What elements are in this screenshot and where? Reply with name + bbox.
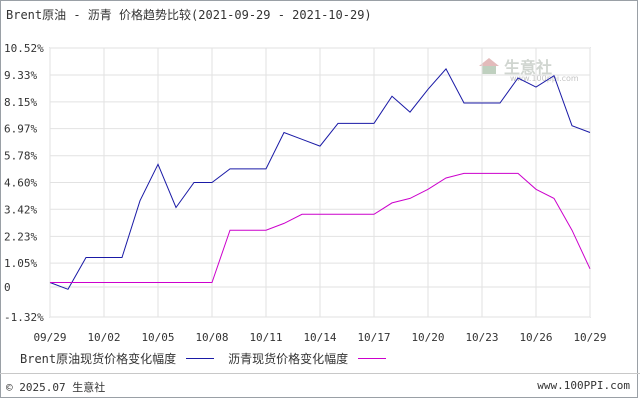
watermark-url: www.100ppi.com bbox=[510, 74, 579, 83]
x-tick-label: 10/02 bbox=[87, 331, 120, 344]
y-tick-label: 4.60% bbox=[4, 177, 37, 190]
y-tick-label: 10.52% bbox=[4, 42, 44, 55]
y-tick-label: 1.05% bbox=[4, 257, 37, 270]
x-tick-label: 10/11 bbox=[249, 331, 282, 344]
x-tick-label: 10/14 bbox=[303, 331, 336, 344]
y-tick-label: 9.33% bbox=[4, 69, 37, 82]
series-line-brent bbox=[49, 68, 591, 290]
x-tick-label: 10/17 bbox=[357, 331, 390, 344]
footer: © 2025.07 生意社 www.100PPI.com bbox=[6, 379, 630, 395]
footer-url: www.100PPI.com bbox=[537, 379, 630, 392]
y-tick-label: 8.15% bbox=[4, 96, 37, 109]
watermark-logo: 生意社 bbox=[478, 54, 552, 78]
x-tick-label: 10/23 bbox=[465, 331, 498, 344]
series-line-asphalt bbox=[50, 172, 591, 283]
y-tick-label: 2.23% bbox=[4, 230, 37, 243]
watermark-text: 生意社 bbox=[504, 58, 553, 77]
x-tick-label: 10/26 bbox=[519, 331, 552, 344]
x-tick-label: 10/29 bbox=[573, 331, 606, 344]
y-tick-label: 0 bbox=[4, 281, 11, 294]
line-chart: -1.32% 0 1.05% 2.23% 3.42% 4.60% 5.78% 6.97% 8.1… bbox=[4, 42, 607, 344]
house-logo-icon bbox=[479, 58, 499, 74]
legend-swatch-brent bbox=[186, 358, 215, 359]
x-tick-label: 10/20 bbox=[411, 331, 444, 344]
footer-divider bbox=[0, 373, 640, 374]
legend-label-asphalt: 沥青现货价格变化幅度 bbox=[228, 352, 349, 366]
y-tick-label: 3.42% bbox=[4, 203, 37, 216]
y-tick-label: 6.97% bbox=[4, 123, 37, 136]
legend-swatch-asphalt bbox=[358, 358, 387, 359]
chart-title: Brent原油 - 沥青 价格趋势比较(2021-09-29 - 2021-10… bbox=[6, 8, 372, 22]
x-tick-label: 10/08 bbox=[195, 331, 228, 344]
footer-copyright: © 2025.07 生意社 bbox=[6, 381, 106, 394]
y-tick-label: 5.78% bbox=[4, 150, 37, 163]
legend-label-brent: Brent原油现货价格变化幅度 bbox=[20, 352, 177, 366]
y-tick-label: -1.32% bbox=[4, 311, 44, 324]
chart-legend: Brent原油现货价格变化幅度 沥青现货价格变化幅度 bbox=[20, 350, 400, 367]
x-tick-label: 09/29 bbox=[33, 331, 66, 344]
x-tick-label: 10/05 bbox=[141, 331, 174, 344]
